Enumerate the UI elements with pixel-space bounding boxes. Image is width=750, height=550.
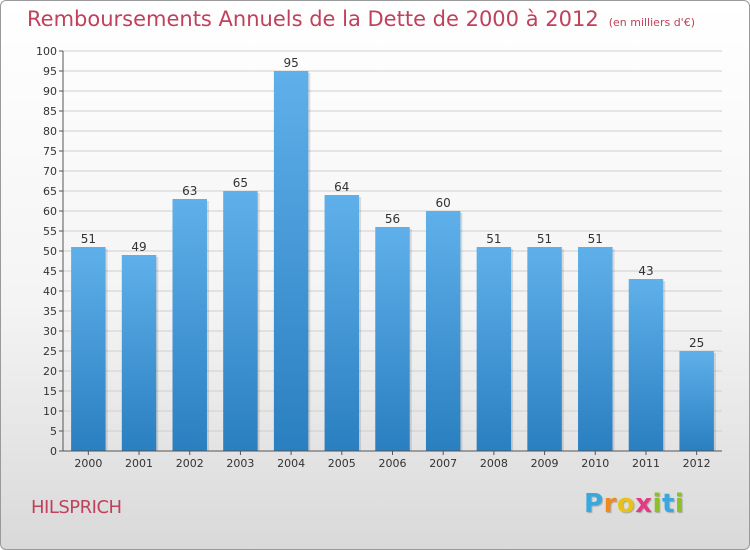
logo-letter: x — [635, 489, 653, 519]
x-tick-label: 2007 — [429, 457, 457, 470]
data-label: 25 — [689, 336, 704, 350]
bar — [578, 247, 613, 451]
x-tick-label: 2011 — [632, 457, 660, 470]
logo-letter: t — [661, 489, 675, 519]
x-tick-label: 2005 — [328, 457, 356, 470]
bar — [679, 351, 714, 451]
x-tick-label: 2006 — [379, 457, 407, 470]
chart-title-text: Remboursements Annuels de la Dette de 20… — [27, 7, 599, 31]
bar — [121, 255, 157, 451]
x-tick-label: 2003 — [226, 457, 254, 470]
x-tick-label: 2012 — [683, 457, 711, 470]
y-tick-label: 85 — [43, 105, 57, 118]
logo-letter: P — [584, 489, 604, 519]
labels: 0 5 10 15 20 25 30 35 40 45 50 55 60 65 70 75 80 85 90 95 10… — [36, 45, 711, 470]
bar — [425, 211, 461, 451]
y-tick-label: 30 — [43, 325, 57, 338]
x-tick-label: 2002 — [176, 457, 204, 470]
bar — [628, 279, 664, 451]
logo-letter: i — [652, 489, 662, 519]
data-label: 49 — [131, 240, 146, 254]
bar — [375, 227, 410, 451]
logo-letter: i — [674, 489, 685, 519]
y-tick-label: 20 — [43, 365, 57, 378]
data-label: 60 — [436, 196, 451, 210]
x-tick-label: 2000 — [74, 457, 102, 470]
y-tick-label: 100 — [36, 45, 57, 58]
y-tick-label: 45 — [43, 265, 57, 278]
y-tick-label: 0 — [50, 445, 57, 458]
y-tick-label: 95 — [43, 65, 57, 78]
x-tick-label: 2004 — [277, 457, 305, 470]
data-label: 63 — [182, 184, 197, 198]
y-tick-label: 90 — [43, 85, 57, 98]
logo-letter: r — [603, 489, 617, 519]
data-label: 64 — [334, 180, 349, 194]
logo-letter: o — [616, 489, 636, 519]
y-tick-label: 50 — [43, 245, 57, 258]
y-tick-label: 10 — [43, 405, 57, 418]
bars — [71, 71, 716, 451]
chart-title: Remboursements Annuels de la Dette de 20… — [27, 7, 695, 31]
x-tick-label: 2001 — [125, 457, 153, 470]
data-label: 51 — [486, 232, 501, 246]
y-tick-label: 65 — [43, 185, 57, 198]
x-tick-label: 2008 — [480, 457, 508, 470]
bar — [527, 247, 562, 451]
proxiti-logo: Proxiti — [584, 489, 684, 519]
bar — [273, 71, 309, 451]
bar — [172, 199, 207, 451]
bar — [476, 247, 512, 451]
data-label: 65 — [233, 176, 248, 190]
y-tick-label: 40 — [43, 285, 57, 298]
y-tick-label: 15 — [43, 385, 57, 398]
bar — [324, 195, 360, 451]
axes — [59, 50, 722, 455]
x-tick-label: 2009 — [531, 457, 559, 470]
commune-name: HILSPRICH — [31, 497, 122, 518]
data-label: 56 — [385, 212, 400, 226]
y-tick-label: 60 — [43, 205, 57, 218]
y-tick-label: 70 — [43, 165, 57, 178]
y-tick-label: 80 — [43, 125, 57, 138]
bar — [223, 191, 258, 451]
data-label: 51 — [537, 232, 552, 246]
y-tick-label: 35 — [43, 305, 57, 318]
y-tick-label: 75 — [43, 145, 57, 158]
y-tick-label: 5 — [50, 425, 57, 438]
data-label: 51 — [588, 232, 603, 246]
data-label: 51 — [81, 232, 96, 246]
unit-note: (en milliers d'€) — [608, 16, 695, 29]
y-tick-label: 55 — [43, 225, 57, 238]
bar — [71, 247, 106, 451]
x-tick-label: 2010 — [581, 457, 609, 470]
data-label: 43 — [638, 264, 653, 278]
y-tick-label: 25 — [43, 345, 57, 358]
data-label: 95 — [283, 56, 298, 70]
